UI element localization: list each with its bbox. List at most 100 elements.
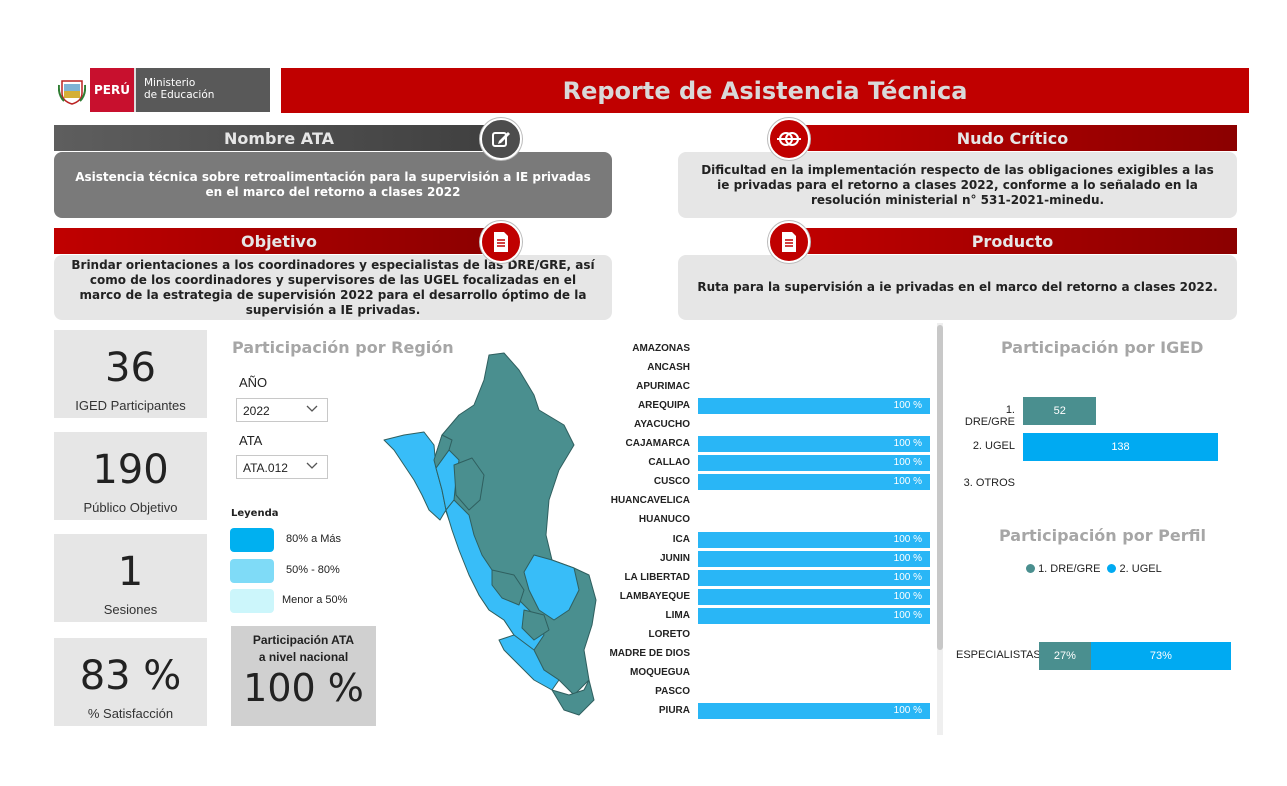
kpi-label: IGED Participantes: [75, 398, 186, 413]
peru-region-map[interactable]: [374, 350, 624, 722]
map-region-blue[interactable]: [435, 449, 460, 511]
region-bar[interactable]: 100 %: [698, 474, 930, 491]
region-bar-row[interactable]: CUSCO 100 %: [598, 473, 934, 492]
region-bar-row[interactable]: LA LIBERTAD 100 %: [598, 569, 934, 588]
kpi-value: 1: [117, 549, 144, 595]
region-bar-row[interactable]: AMAZONAS: [598, 340, 934, 359]
document-icon: [768, 221, 810, 263]
ministry-label: Ministerio de Educación: [134, 68, 270, 112]
region-name: CALLAO: [648, 457, 690, 469]
region-name: AMAZONAS: [632, 343, 690, 354]
legend-label-low: Menor a 50%: [282, 594, 348, 606]
region-bar-row[interactable]: HUANUCO: [598, 511, 934, 530]
region-name: LA LIBERTAD: [624, 571, 690, 583]
legend-dot-ugel: [1107, 564, 1117, 573]
region-bar-row[interactable]: CALLAO 100 %: [598, 454, 934, 473]
ministry-line-2: de Educación: [144, 89, 215, 101]
region-name: PIURA: [658, 704, 690, 716]
region-bar-row[interactable]: MOQUEGUA: [598, 664, 934, 683]
region-bar-row[interactable]: LIMA 100 %: [598, 607, 934, 626]
region-name: ICA: [672, 533, 690, 545]
iged-bar[interactable]: 52: [1023, 397, 1097, 425]
map-region-blue[interactable]: [383, 431, 447, 521]
region-bar-row[interactable]: HUANCAVELICA: [598, 492, 934, 511]
region-name: HUANCAVELICA: [610, 495, 690, 507]
region-bar-row[interactable]: PASCO: [598, 683, 934, 702]
legend-swatch-mid: [230, 559, 274, 583]
producto-text: Ruta para la supervisión a ie privadas e…: [678, 255, 1237, 320]
map-region-teal[interactable]: [491, 569, 525, 606]
iged-category-label: 2. UGEL: [972, 440, 1015, 452]
ata-filter-label: ATA: [239, 433, 263, 448]
region-list-scroll-thumb[interactable]: [937, 325, 943, 650]
iged-category-label: 1. DRE/GRE: [964, 404, 1015, 428]
perfil-legend-ugel: 2. UGEL: [1119, 563, 1162, 575]
region-panel-title: Participación por Región: [232, 338, 454, 357]
producto-header: Producto: [788, 228, 1237, 254]
region-name: CUSCO: [653, 476, 690, 488]
perfil-bar-segment[interactable]: 27%: [1039, 642, 1091, 670]
region-name: AREQUIPA: [637, 400, 690, 412]
region-bar-row[interactable]: JUNIN 100 %: [598, 550, 934, 569]
legend-dot-dre: [1026, 564, 1035, 573]
region-bar-row[interactable]: PIURA 100 %: [598, 702, 934, 721]
national-label-2: a nivel nacional: [258, 650, 349, 664]
iged-bar[interactable]: 138: [1023, 433, 1218, 461]
map-region-teal[interactable]: [433, 434, 453, 469]
perfil-bar-segment[interactable]: 73%: [1090, 642, 1231, 670]
region-name: PASCO: [655, 685, 690, 697]
nombre-ata-header: Nombre ATA: [54, 125, 504, 151]
ata-filter-dropdown[interactable]: ATA.012: [236, 455, 328, 479]
region-bar[interactable]: 100 %: [698, 588, 930, 605]
region-name: AYACUCHO: [634, 419, 690, 431]
peru-label: PERÚ: [90, 68, 134, 112]
legend-title: Leyenda: [231, 508, 279, 519]
region-bar-row[interactable]: AYACUCHO: [598, 416, 934, 435]
region-bar-row[interactable]: MADRE DE DIOS: [598, 645, 934, 664]
report-title: Reporte de Asistencia Técnica: [281, 68, 1249, 113]
region-bar[interactable]: 100 %: [698, 569, 930, 586]
kpi-label: % Satisfacción: [87, 706, 174, 721]
region-bar[interactable]: 100 %: [698, 531, 930, 548]
kpi-label: Sesiones: [103, 602, 158, 617]
ata-filter-value: ATA.012: [243, 461, 288, 475]
year-filter-dropdown[interactable]: 2022: [236, 398, 328, 422]
region-bar[interactable]: 100 %: [698, 702, 930, 719]
document-icon: [480, 221, 522, 263]
region-name: MOQUEGUA: [630, 666, 690, 678]
minedu-logo: PERÚ Ministerio de Educación: [54, 68, 270, 112]
nudo-critico-text: Dificultad en la implementación respecto…: [678, 152, 1237, 218]
legend-swatch-high: [230, 528, 274, 552]
region-name: JUNIN: [659, 552, 690, 564]
region-bar-row[interactable]: LORETO: [598, 626, 934, 645]
kpi-value: 190: [92, 447, 169, 493]
coat-of-arms-icon: [54, 68, 90, 112]
region-name: ANCASH: [647, 362, 690, 374]
ministry-line-1: Ministerio: [144, 77, 196, 89]
kpi-sesiones: 1 Sesiones: [54, 534, 207, 622]
kpi-value: 36: [105, 345, 156, 391]
map-region-blue[interactable]: [523, 554, 580, 621]
perfil-legend-dre: 1. DRE/GRE: [1038, 563, 1101, 575]
kpi-iged-participantes: 36 IGED Participantes: [54, 330, 207, 418]
region-bar-row[interactable]: ANCASH: [598, 359, 934, 378]
region-bar[interactable]: 100 %: [698, 398, 930, 415]
region-bar-row[interactable]: ICA 100 %: [598, 531, 934, 550]
map-region-blue[interactable]: [498, 634, 560, 691]
edit-icon: [480, 118, 522, 160]
region-bar-row[interactable]: AREQUIPA 100 %: [598, 397, 934, 416]
region-name: MADRE DE DIOS: [609, 647, 690, 659]
region-bar[interactable]: 100 %: [698, 550, 930, 567]
region-bar[interactable]: 100 %: [698, 607, 930, 624]
map-region-teal[interactable]: [521, 609, 550, 641]
region-bar-row[interactable]: LAMBAYEQUE 100 %: [598, 588, 934, 607]
map-region-teal[interactable]: [453, 457, 485, 511]
region-bar[interactable]: 100 %: [698, 436, 930, 453]
chevron-down-icon: [305, 459, 319, 476]
nombre-ata-text: Asistencia técnica sobre retroalimentaci…: [54, 152, 612, 218]
region-name: LAMBAYEQUE: [619, 590, 690, 602]
region-bar-row[interactable]: CAJAMARCA 100 %: [598, 435, 934, 454]
region-bar-row[interactable]: APURIMAC: [598, 378, 934, 397]
region-bar[interactable]: 100 %: [698, 455, 930, 472]
map-region-teal[interactable]: [551, 679, 595, 716]
